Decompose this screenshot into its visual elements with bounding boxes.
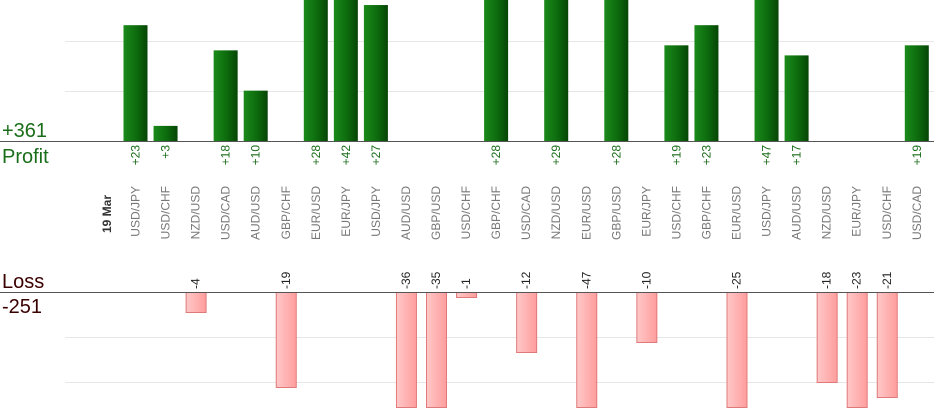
pair-label: USD/JPY [369,186,383,237]
loss-label: Loss [2,271,44,293]
profit-value-label: +42 [339,145,353,166]
loss-bar [275,292,297,388]
profit-value-label: +3 [159,145,173,159]
profit-value-label: +19 [910,145,924,166]
pair-label: NZD/USD [820,186,834,240]
profit-value-label: +19 [669,145,683,166]
pair-label: USD/JPY [129,186,143,237]
profit-bar [904,45,929,142]
pair-label: EUR/USD [579,186,593,240]
profit-value-label: +27 [369,145,383,166]
pair-label: NZD/USD [189,186,203,240]
loss-bar [185,292,207,313]
loss-bar [726,292,748,408]
pair-label: GBP/CHF [279,186,293,239]
loss-value-label: -10 [639,271,653,289]
pair-label: GBP/USD [429,186,443,240]
profit-bar [664,45,689,142]
pair-label: AUD/USD [790,186,804,240]
loss-value-label: -21 [880,271,894,289]
pair-label: USD/CHF [159,186,173,239]
pair-label: EUR/JPY [639,186,653,237]
loss-value-label: -23 [850,271,864,289]
profit-value-label: +47 [760,145,774,166]
pair-label: USD/CAD [519,186,533,240]
loss-bar [456,292,478,298]
loss-value-label: -25 [730,271,744,289]
pair-label: AUD/USD [249,186,263,240]
profit-bar [363,5,388,141]
profit-bar [484,0,509,141]
pair-label: USD/CHF [669,186,683,239]
pair-label: USD/JPY [760,186,774,237]
pair-label: GBP/CHF [489,186,503,239]
profit-value-label: +28 [489,145,503,166]
loss-bar [395,292,417,408]
pair-label: USD/CHF [880,186,894,239]
pair-label: USD/CAD [910,186,924,240]
loss-value-label: -1 [459,278,473,289]
profit-value-label: +17 [790,145,804,166]
pair-label: USD/CHF [459,186,473,239]
profit-value-label: +18 [219,145,233,166]
pair-label: NZD/USD [549,186,563,240]
loss-bar [576,292,598,408]
profit-bar [303,0,328,141]
profit-bar [123,25,148,141]
profit-bar [333,0,358,141]
profit-label: Profit [2,146,49,168]
profit-bar [544,0,569,141]
loss-value-label: -18 [820,271,834,289]
loss-value-label: -36 [399,271,413,289]
profit-value-label: +23 [129,145,143,166]
loss-bar [816,292,838,383]
pair-label: AUD/USD [399,186,413,240]
pair-label: EUR/USD [730,186,744,240]
loss-total: -251 [2,296,42,318]
pair-label: EUR/USD [309,186,323,240]
pair-label: USD/CAD [219,186,233,240]
profit-bar [604,0,629,141]
profit-value-label: +23 [699,145,713,166]
loss-bar [876,292,898,398]
labels: USD/JPY +23 USD/CHF +3 NZD/USD -4 USD/CAD +18 AU… [129,145,924,289]
profit-bar [213,50,238,141]
loss-bar [516,292,538,353]
pair-label: EUR/JPY [339,186,353,237]
loss-value-label: -19 [279,271,293,289]
loss-bar [426,292,447,408]
pair-label: EUR/JPY [850,186,864,237]
profit-bar [153,125,178,141]
loss-bar [636,292,658,343]
profit-total: +361 [2,120,47,142]
loss-value-label: -35 [429,271,443,289]
profit-bar [784,55,809,142]
loss-value-label: -12 [519,271,533,289]
profit-bar [243,90,268,141]
profit-value-label: +29 [549,145,563,166]
loss-bar [846,292,868,408]
profit-value-label: +28 [609,145,623,166]
date-label: 19 Mar [100,195,114,233]
profit-value-label: +10 [249,145,263,166]
loss-value-label: -4 [189,278,203,289]
profit-value-label: +28 [309,145,323,166]
loss-value-label: -47 [579,271,593,289]
profit-bar [754,0,779,141]
profit-bar [694,25,719,141]
pair-label: GBP/CHF [699,186,713,239]
bars [123,0,929,408]
pair-label: GBP/USD [609,186,623,240]
